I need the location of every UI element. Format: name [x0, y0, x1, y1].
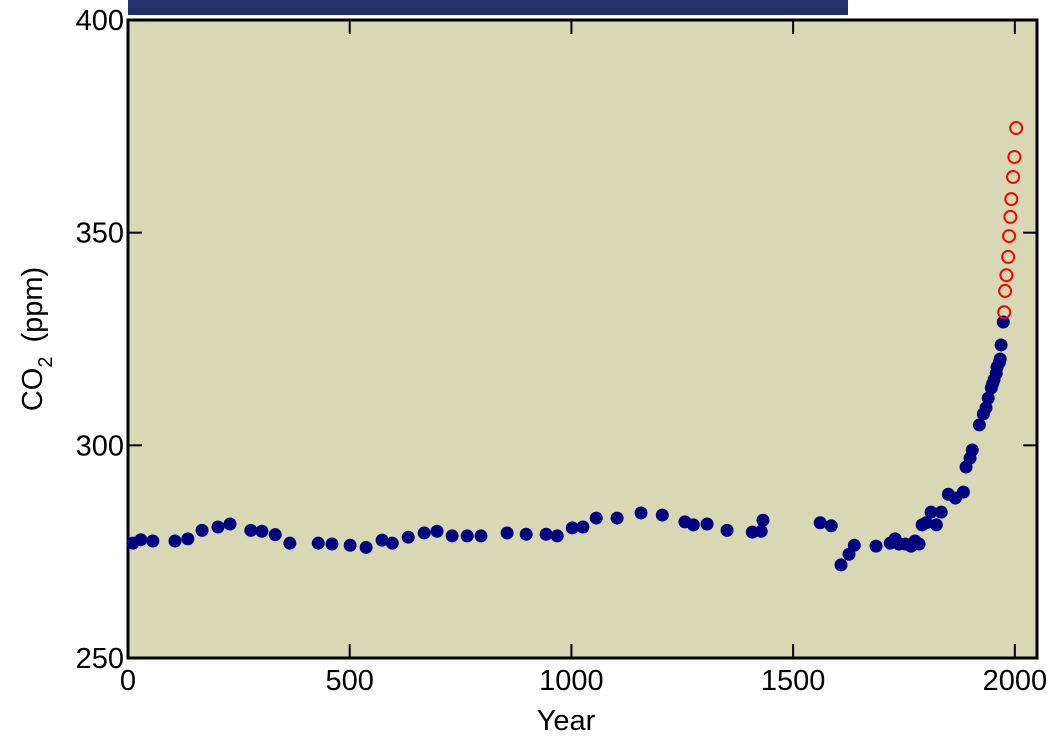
data-point	[655, 508, 669, 522]
header-image-strip	[128, 0, 848, 15]
data-point	[686, 518, 700, 532]
data-point	[474, 529, 488, 543]
x-tick-label: 0	[120, 665, 136, 697]
data-point	[720, 523, 734, 537]
data-point	[445, 529, 459, 543]
x-axis-label: Year	[537, 705, 596, 737]
data-point	[754, 524, 768, 538]
data-point	[255, 524, 269, 538]
data-point	[1004, 192, 1019, 207]
data-point	[565, 521, 579, 535]
data-point	[1003, 209, 1018, 224]
data-point	[539, 527, 553, 541]
data-point	[1009, 121, 1024, 136]
data-point	[1007, 149, 1022, 164]
data-point	[325, 537, 339, 551]
y-label-main: CO	[17, 368, 49, 412]
data-point	[998, 283, 1013, 298]
data-point	[576, 520, 590, 534]
data-point	[359, 540, 373, 554]
data-point	[997, 305, 1012, 320]
data-point	[168, 534, 182, 548]
data-point	[824, 519, 838, 533]
data-point	[211, 520, 225, 534]
data-point	[417, 526, 431, 540]
data-point	[223, 517, 237, 531]
data-point	[993, 352, 1007, 366]
data-point	[869, 539, 883, 553]
data-point	[1001, 249, 1016, 264]
y-tick-label: 300	[76, 430, 124, 462]
data-point	[343, 538, 357, 552]
data-point	[244, 523, 258, 537]
y-label-unit: (ppm)	[17, 267, 49, 343]
x-tick-label: 1000	[539, 665, 604, 697]
data-point	[146, 534, 160, 548]
data-point	[1002, 229, 1017, 244]
x-tick-label: 1500	[761, 665, 826, 697]
x-tick-label: 500	[326, 665, 374, 697]
data-point	[700, 517, 714, 531]
data-point	[981, 391, 995, 405]
data-point	[181, 532, 195, 546]
x-tick-label: 2000	[983, 665, 1048, 697]
data-point	[994, 338, 1008, 352]
data-point	[195, 523, 209, 537]
data-point	[999, 268, 1014, 283]
y-tick-label: 350	[76, 218, 124, 250]
data-point	[912, 537, 926, 551]
data-point	[919, 516, 933, 530]
data-point	[813, 516, 827, 530]
data-point	[956, 485, 970, 499]
y-axis-label: CO2 (ppm)	[17, 267, 57, 411]
y-tick-label: 250	[76, 643, 124, 675]
data-point	[519, 527, 533, 541]
data-point	[965, 443, 979, 457]
data-point	[268, 528, 282, 542]
data-point	[834, 558, 848, 572]
plot-area	[128, 20, 1037, 658]
data-point	[550, 529, 564, 543]
data-point	[610, 511, 624, 525]
data-point	[283, 536, 297, 550]
plot-frame	[126, 18, 1039, 660]
data-point	[929, 518, 943, 532]
data-point	[500, 526, 514, 540]
y-tick-label: 400	[76, 5, 124, 37]
data-point	[634, 506, 648, 520]
data-point	[385, 536, 399, 550]
data-point	[134, 533, 148, 547]
data-point	[589, 511, 603, 525]
data-point	[375, 533, 389, 547]
data-point	[311, 536, 325, 550]
y-label-subscript: 2	[35, 357, 57, 368]
data-point	[430, 524, 444, 538]
data-point	[847, 538, 861, 552]
data-point	[934, 505, 948, 519]
data-point	[972, 418, 986, 432]
data-point	[460, 529, 474, 543]
data-point	[924, 505, 938, 519]
data-point	[401, 530, 415, 544]
data-point	[1006, 169, 1021, 184]
data-point	[756, 513, 770, 527]
data-point	[979, 401, 993, 415]
